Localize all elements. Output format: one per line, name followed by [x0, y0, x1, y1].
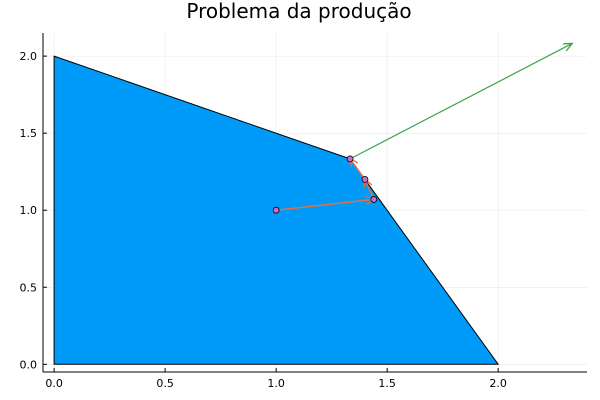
point-marker-0	[272, 206, 280, 214]
x-tick-label-1: 0.5	[156, 377, 174, 390]
point-marker-3	[346, 155, 354, 163]
y-tick-label-1: 0.5	[20, 281, 38, 294]
y-tick-label-4: 2.0	[20, 50, 38, 63]
point-marker-2	[361, 175, 369, 183]
x-tick-label-2: 1.0	[267, 377, 285, 390]
y-tick-label-3: 1.5	[20, 127, 38, 140]
x-tick-label-4: 2.0	[489, 377, 507, 390]
direction-arrow	[349, 44, 571, 160]
x-tick-label-3: 1.5	[378, 377, 396, 390]
path-layer	[276, 159, 375, 211]
plot-frame	[42, 33, 587, 373]
arrow-layer	[349, 44, 571, 160]
chart-title: Problema da produção	[186, 0, 411, 23]
path-segment-2	[350, 159, 366, 180]
y-tick-label-2: 1.0	[20, 204, 38, 217]
x-tick-label-0: 0.0	[45, 377, 63, 390]
point-marker-1	[370, 196, 378, 203]
tick-layer: 0.0 0.5 1.0 1.5 2.0 0.0 0.5 1.0 1.5 2.0	[20, 50, 507, 390]
y-tick-label-0: 0.0	[20, 358, 38, 371]
marker-layer	[272, 155, 378, 214]
path-segment-0	[276, 199, 374, 211]
path-segment-1	[365, 179, 375, 200]
